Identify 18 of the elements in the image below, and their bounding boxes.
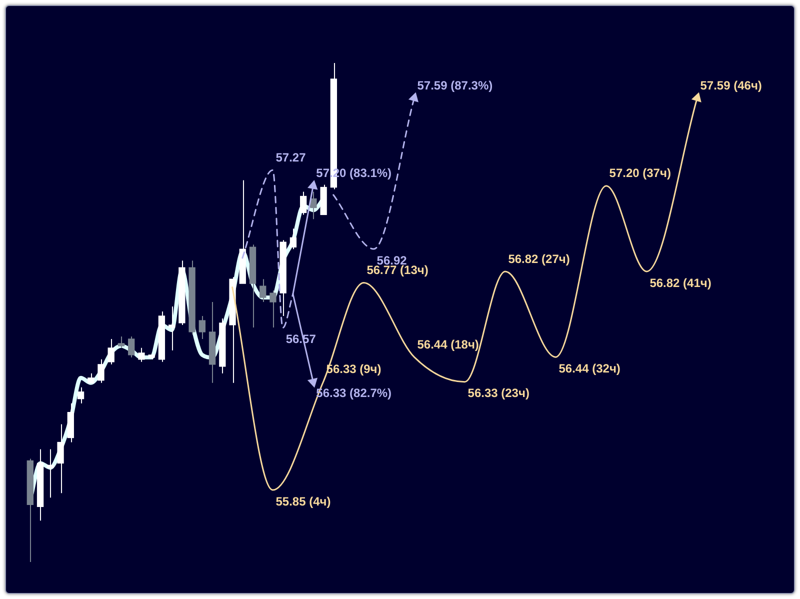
data-label: 56.82 (27ч) xyxy=(508,252,570,266)
data-label: 57.59 (87.3%) xyxy=(417,78,493,92)
candlestick xyxy=(188,260,196,335)
data-label: 57.59 (46ч) xyxy=(700,78,762,92)
data-label: 56.77 (13ч) xyxy=(366,263,428,278)
candlestick xyxy=(320,184,327,216)
candlestick xyxy=(270,290,276,328)
data-label: 56.44 (32ч) xyxy=(558,361,620,376)
candlestick xyxy=(168,306,176,351)
data-label: 56.33 (23ч) xyxy=(468,386,530,400)
data-label: 55.85 (4ч) xyxy=(276,494,331,508)
candlestick xyxy=(178,260,186,326)
data-label: 56.82 (41ч) xyxy=(650,276,712,290)
candlestick xyxy=(118,336,125,348)
data-label: 57.27 xyxy=(276,150,306,164)
data-label: 57.20 (37ч) xyxy=(609,166,671,180)
data-label: 56.44 (18ч) xyxy=(417,337,479,352)
candlestick xyxy=(57,424,64,494)
